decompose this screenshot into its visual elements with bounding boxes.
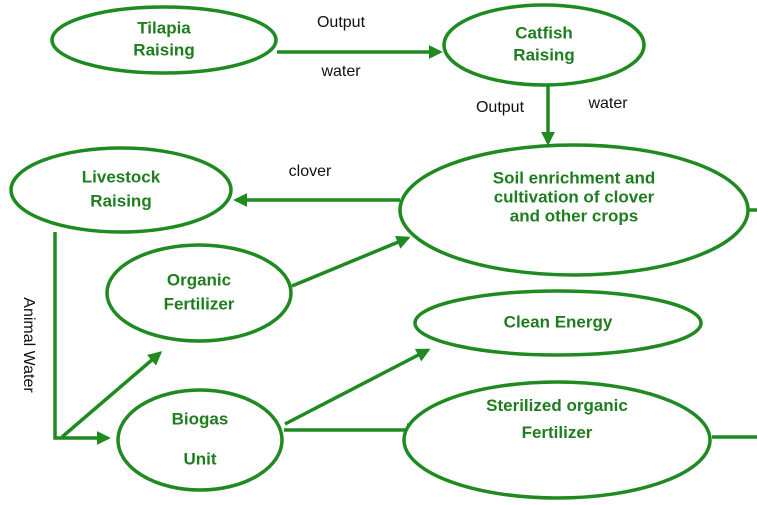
nodes: Tilapia Raising Catfish Raising Livestock Rai…	[9, 3, 750, 500]
arrow	[53, 232, 111, 445]
node-label: cultivation of clover	[494, 187, 655, 206]
edge-label: clover	[289, 163, 332, 180]
node-label: Raising	[133, 40, 194, 59]
arrows	[53, 45, 757, 445]
node-shape	[50, 5, 278, 75]
node-label: Unit	[183, 449, 216, 468]
edge-label: Output	[476, 99, 525, 116]
node-label: Raising	[90, 191, 151, 210]
edge-label: Output	[317, 14, 366, 31]
node-label: Tilapia	[137, 18, 191, 37]
node-label: Clean Energy	[504, 312, 613, 331]
edge-label: water	[320, 63, 361, 80]
node-label: Fertilizer	[164, 294, 235, 313]
arrow	[284, 348, 431, 426]
edge-label: Animal Water	[20, 297, 37, 393]
edge-labels: Output water Output water clover Animal …	[20, 14, 628, 393]
node-shape	[402, 380, 712, 500]
node-label: Soil enrichment and	[493, 168, 655, 187]
arrow	[60, 351, 163, 439]
node-label: Livestock	[82, 167, 161, 186]
node-label: Organic	[167, 270, 231, 289]
node-shape	[442, 3, 646, 87]
node-label: Fertilizer	[522, 423, 593, 442]
node-label: Sterilized organic	[486, 396, 628, 415]
node-shape	[105, 243, 293, 343]
edge-label: water	[587, 95, 628, 112]
node-label: Biogas	[172, 409, 229, 428]
node-label: and other crops	[510, 206, 638, 225]
node-shape	[9, 146, 233, 234]
node-shape	[116, 388, 284, 492]
node-shape	[413, 289, 703, 357]
node-label: Catfish	[515, 23, 573, 42]
node-label: Raising	[513, 45, 574, 64]
arrow	[291, 235, 411, 288]
node-shape	[398, 143, 750, 277]
